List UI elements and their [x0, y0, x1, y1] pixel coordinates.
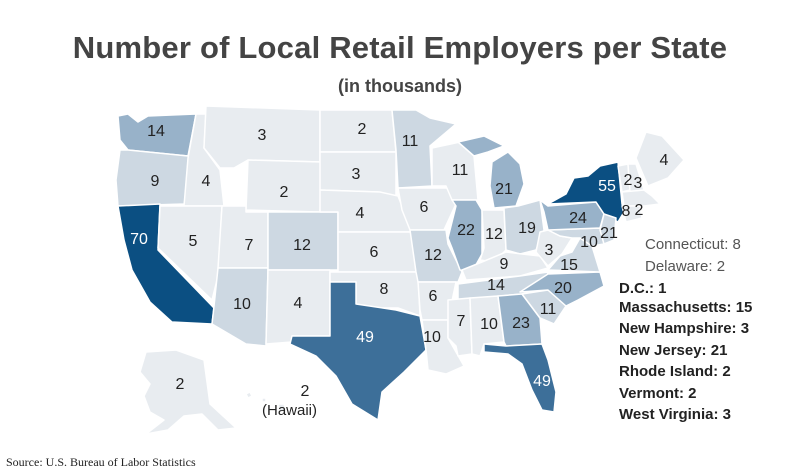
label-ut: 7: [245, 237, 254, 254]
label-ky: 9: [500, 256, 509, 273]
label-nj: 21: [600, 225, 618, 242]
state-nv: [157, 205, 223, 301]
legend-connecticut: Connecticut: 8: [645, 236, 741, 253]
legend-rhode-island: Rhode Island: 2: [619, 363, 731, 380]
state-hi: [245, 391, 287, 413]
label-tn: 14: [487, 277, 505, 294]
label-mn: 11: [402, 133, 419, 150]
label-la: 10: [423, 329, 441, 346]
label-nc: 20: [554, 280, 572, 297]
legend-new-jersey: New Jersey: 21: [619, 342, 728, 359]
state-ak: [139, 349, 237, 435]
label-ak: 2: [176, 376, 185, 393]
label-nm: 4: [294, 295, 303, 312]
label-mi: 21: [495, 181, 513, 198]
label-ga: 23: [512, 315, 530, 332]
state-nj: [599, 213, 617, 245]
label-ms: 7: [457, 313, 466, 330]
label-mo: 12: [424, 247, 442, 264]
label-va: 15: [560, 257, 578, 274]
label-ma: 8: [622, 203, 631, 220]
map-title: Number of Local Retail Employers per Sta…: [72, 30, 728, 65]
state-ut: [217, 205, 269, 269]
label-vt: 2: [624, 172, 633, 189]
label-mt: 3: [258, 127, 267, 144]
label-fl: 49: [533, 373, 551, 390]
label-id: 4: [202, 173, 211, 190]
label-sd: 3: [352, 166, 361, 183]
label-ct: 2: [635, 202, 644, 219]
state-mi: [457, 135, 525, 209]
legend-delaware: Delaware: 2: [645, 258, 726, 275]
label-ok: 8: [380, 281, 389, 298]
label-co: 12: [293, 237, 311, 254]
label-il: 22: [457, 222, 475, 239]
label-pa: 24: [569, 210, 587, 227]
legend-west-virginia: West Virginia: 3: [619, 406, 731, 423]
legend-dc: D.C.: 1: [619, 280, 667, 297]
label-nd: 2: [358, 121, 367, 138]
map-subtitle: (in thousands): [338, 76, 462, 96]
hawaii-note: (Hawaii): [262, 402, 318, 419]
label-wa: 14: [147, 123, 165, 140]
label-hi: 2: [301, 383, 310, 400]
label-or: 9: [151, 173, 160, 190]
label-tx: 49: [356, 329, 374, 346]
source-note: Source: U.S. Bureau of Labor Statistics: [6, 455, 196, 469]
state-mn: [391, 109, 457, 189]
label-ny: 55: [598, 178, 616, 195]
legend-massachusetts: Massachusetts: 15: [619, 299, 753, 316]
label-ca: 70: [130, 231, 148, 248]
label-me: 4: [660, 152, 669, 169]
label-md: 10: [580, 234, 598, 251]
label-wv: 3: [545, 242, 554, 259]
label-nv: 5: [189, 233, 198, 250]
state-mo: [409, 229, 463, 283]
label-ar: 6: [429, 288, 438, 305]
label-az: 10: [233, 296, 251, 313]
label-wi: 11: [452, 162, 469, 179]
state-me: [635, 131, 685, 187]
state-fl: [483, 343, 557, 413]
label-oh: 19: [518, 220, 536, 237]
label-al: 10: [480, 316, 498, 333]
state-tx: [289, 281, 427, 421]
label-nh: 3: [634, 175, 643, 192]
label-ia: 6: [420, 199, 429, 216]
legend-vermont: Vermont: 2: [619, 385, 697, 402]
legend-new-hampshire: New Hampshire: 3: [619, 320, 750, 337]
label-ks: 6: [370, 244, 379, 261]
state-nc: [519, 271, 605, 307]
label-wy: 2: [280, 184, 289, 201]
label-sc: 11: [540, 301, 557, 318]
state-ct: [621, 205, 643, 223]
label-ne: 4: [356, 205, 365, 222]
label-in: 12: [485, 226, 503, 243]
